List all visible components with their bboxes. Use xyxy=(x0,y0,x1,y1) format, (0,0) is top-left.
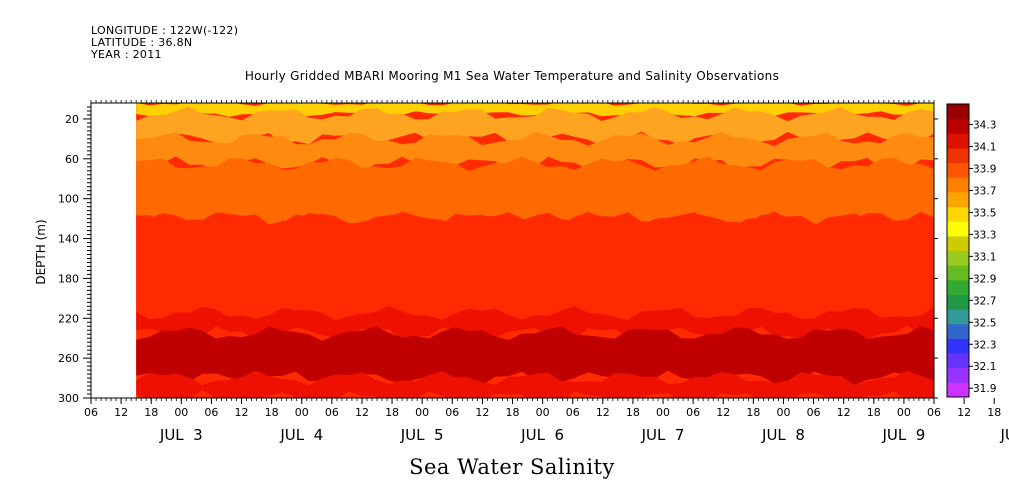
colorbar-swatch xyxy=(947,104,969,120)
x-hour-label: 00 xyxy=(897,406,911,419)
x-hour-label: 00 xyxy=(536,406,550,419)
y-axis-label: DEPTH (m) xyxy=(34,219,48,284)
colorbar-tick-label: 33.9 xyxy=(973,163,996,175)
x-day-label: JUL 5 xyxy=(400,426,444,444)
x-axis: 06 12 18 00 06 12 18 00 06 12 18 00 06 12 18 00 06 12 18 00… xyxy=(84,100,1009,444)
contour-band-4-15 xyxy=(136,103,934,117)
colorbar-swatch xyxy=(947,294,969,310)
x-axis-label: Sea Water Salinity xyxy=(409,455,615,479)
x-day-label: JUL 10 xyxy=(1000,426,1009,444)
colorbar-swatch xyxy=(947,221,969,237)
x-hour-label: 00 xyxy=(174,406,188,419)
colorbar-tick-label: 33.5 xyxy=(973,207,996,219)
x-hour-label: 06 xyxy=(445,406,459,419)
x-hour-label: 18 xyxy=(144,406,158,419)
colorbar-swatch xyxy=(947,382,969,398)
colorbar-swatch xyxy=(947,265,969,281)
plot-area xyxy=(136,103,934,398)
x-hour-label: 00 xyxy=(776,406,790,419)
x-hour-label: 12 xyxy=(957,406,971,419)
contour-band-120-215 xyxy=(136,211,934,321)
colorbar-swatch xyxy=(947,177,969,193)
colorbar-tick-label: 32.5 xyxy=(973,317,996,329)
colorbar-tick-label: 33.1 xyxy=(973,251,996,263)
year-label: YEAR : 2011 xyxy=(91,48,162,61)
x-hour-label: 12 xyxy=(475,406,489,419)
y-tick-label: 140 xyxy=(58,233,79,246)
x-hour-label: 12 xyxy=(837,406,851,419)
x-hour-label: 06 xyxy=(204,406,218,419)
colorbar-swatch xyxy=(947,118,969,134)
colorbar-swatch xyxy=(947,367,969,383)
colorbar-swatch xyxy=(947,309,969,325)
x-hour-label: 18 xyxy=(626,406,640,419)
colorbar-swatch xyxy=(947,353,969,369)
x-hour-label: 06 xyxy=(927,406,941,419)
x-hour-label: 06 xyxy=(807,406,821,419)
colorbar-swatch xyxy=(947,147,969,164)
colorbar-tick-label: 34.3 xyxy=(973,120,996,132)
colorbar-swatch xyxy=(947,191,969,208)
x-hour-label: 18 xyxy=(506,406,520,419)
x-hour-label: 18 xyxy=(746,406,760,419)
colorbar-tick-label: 33.3 xyxy=(973,229,996,241)
x-day-label: JUL 4 xyxy=(279,426,323,444)
chart-title: Hourly Gridded MBARI Mooring M1 Sea Wate… xyxy=(244,69,780,83)
colorbar-tick-label: 32.7 xyxy=(973,295,996,307)
x-hour-label: 18 xyxy=(867,406,881,419)
x-hour-label: 00 xyxy=(295,406,309,419)
colorbar-swatch xyxy=(947,162,969,178)
colorbar-swatch xyxy=(947,133,969,149)
y-tick-label: 220 xyxy=(58,312,79,325)
y-tick-label: 300 xyxy=(58,392,79,405)
contour-band-235-280 xyxy=(136,326,934,386)
colorbar-tick-label: 31.9 xyxy=(973,383,996,395)
colorbar-tick-label: 32.9 xyxy=(973,273,996,285)
x-hour-label: 00 xyxy=(656,406,670,419)
x-hour-label: 06 xyxy=(566,406,580,419)
x-day-label: JUL 6 xyxy=(520,426,564,444)
y-tick-label: 100 xyxy=(58,193,79,206)
x-hour-label: 06 xyxy=(325,406,339,419)
colorbar-swatch xyxy=(947,323,969,339)
colorbar-swatch xyxy=(947,206,969,222)
x-day-label: JUL 7 xyxy=(641,426,685,444)
colorbar-tick-label: 33.7 xyxy=(973,185,996,197)
contour-band-15-40 xyxy=(136,106,934,147)
colorbar: 31.9 32.1 32.3 32.5 32.7 32.9 33.1 33.3 33.5 33.7… xyxy=(946,103,996,398)
x-hour-label: 12 xyxy=(716,406,730,419)
colorbar-tick-label: 32.1 xyxy=(973,361,996,373)
x-day-label: JUL 3 xyxy=(159,426,203,444)
y-tick-label: 260 xyxy=(58,352,79,365)
x-day-label: JUL 9 xyxy=(881,426,925,444)
contour-band-65-120 xyxy=(136,156,934,226)
x-hour-label: 18 xyxy=(265,406,279,419)
x-hour-label: 06 xyxy=(84,406,98,419)
longitude-label: LONGITUDE : 122W(-122) xyxy=(91,24,239,37)
x-hour-label: 06 xyxy=(686,406,700,419)
x-hour-label: 12 xyxy=(596,406,610,419)
colorbar-swatch xyxy=(947,235,969,251)
x-hour-label: 18 xyxy=(385,406,399,419)
colorbar-tick-label: 34.1 xyxy=(973,141,996,153)
latitude-label: LATITUDE : 36.8N xyxy=(91,36,193,49)
colorbar-frame xyxy=(946,103,970,398)
x-hour-label: 12 xyxy=(355,406,369,419)
x-hour-label: 18 xyxy=(987,406,1001,419)
colorbar-swatch xyxy=(947,250,969,266)
contour-band-280-300 xyxy=(136,370,934,398)
y-tick-label: 20 xyxy=(65,113,79,126)
x-hour-label: 00 xyxy=(415,406,429,419)
colorbar-tick-label: 32.3 xyxy=(973,339,996,351)
contour-band-215-235 xyxy=(136,305,934,341)
colorbar-swatch xyxy=(947,338,969,354)
y-axis: 20 60 100 140 180 220 260 300 xyxy=(58,106,938,405)
x-day-label: JUL 8 xyxy=(761,426,805,444)
colorbar-swatch xyxy=(947,279,969,295)
x-hour-label: 12 xyxy=(235,406,249,419)
y-tick-label: 60 xyxy=(65,153,79,166)
y-tick-label: 180 xyxy=(58,272,79,285)
x-hour-label: 12 xyxy=(114,406,128,419)
